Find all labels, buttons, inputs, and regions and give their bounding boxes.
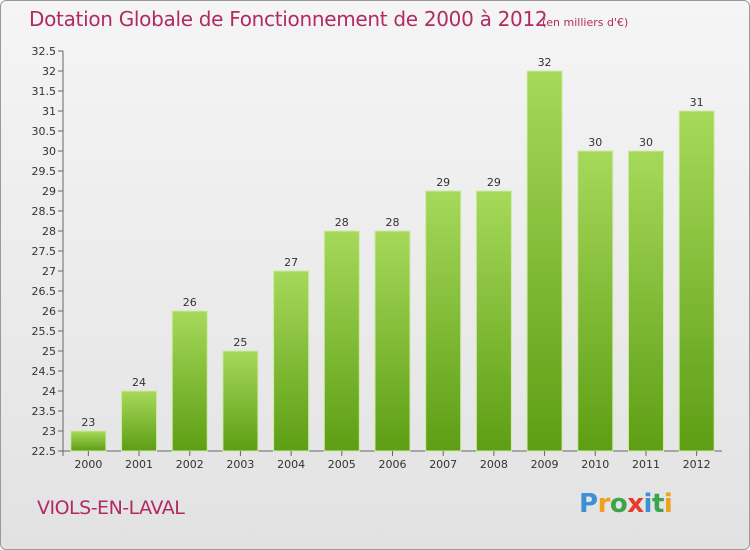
x-tick-label: 2001 — [125, 458, 153, 471]
y-tick-label: 29 — [42, 185, 56, 198]
data-label-2008: 29 — [487, 176, 501, 189]
chart-subtitle: (en milliers d'€) — [542, 16, 629, 29]
y-tick-label: 30 — [42, 145, 56, 158]
y-tick-label: 22.5 — [32, 445, 57, 458]
bar-2001 — [121, 390, 158, 452]
data-label-2006: 28 — [386, 216, 400, 229]
y-tick-label: 30.5 — [32, 125, 57, 138]
x-tick-label: 2012 — [683, 458, 711, 471]
logo-letter: i — [643, 489, 653, 519]
x-tick-label: 2004 — [277, 458, 305, 471]
y-tick-label: 32.5 — [32, 45, 57, 58]
bar-2007 — [425, 190, 462, 452]
y-tick-label: 26.5 — [32, 285, 57, 298]
y-tick-label: 28.5 — [32, 205, 57, 218]
data-label-2005: 28 — [335, 216, 349, 229]
x-tick-label: 2003 — [226, 458, 254, 471]
y-tick-label: 25 — [42, 345, 56, 358]
data-label-2002: 26 — [183, 296, 197, 309]
x-tick-label: 2008 — [480, 458, 508, 471]
bar-2010 — [577, 150, 614, 452]
bar-2000 — [70, 430, 107, 452]
data-label-2001: 24 — [132, 376, 146, 389]
bar-2006 — [374, 230, 411, 452]
y-tick-label: 25.5 — [32, 325, 57, 338]
logo-letter: x — [627, 489, 644, 519]
bar-2008 — [475, 190, 512, 452]
logo-letter: P — [579, 489, 598, 519]
data-label-2010: 30 — [588, 136, 602, 149]
bar-2005 — [323, 230, 360, 452]
bar-2012 — [678, 110, 715, 452]
data-label-2007: 29 — [436, 176, 450, 189]
data-label-2012: 31 — [690, 96, 704, 109]
data-label-2011: 30 — [639, 136, 653, 149]
y-tick-label: 23 — [42, 425, 56, 438]
chart-title: Dotation Globale de Fonctionnement de 20… — [29, 7, 548, 31]
data-label-2003: 25 — [233, 336, 247, 349]
data-label-2009: 32 — [538, 56, 552, 69]
y-tick-label: 27.5 — [32, 245, 57, 258]
bar-2003 — [222, 350, 259, 452]
logo-letter: i — [663, 489, 673, 519]
bar-2009 — [526, 70, 563, 452]
x-tick-label: 2009 — [531, 458, 559, 471]
bar-2002 — [171, 310, 208, 452]
y-tick-label: 31.5 — [32, 85, 57, 98]
commune-name: VIOLS-EN-LAVAL — [37, 497, 185, 519]
y-tick-label: 27 — [42, 265, 56, 278]
x-tick-label: 2010 — [581, 458, 609, 471]
y-tick-label: 24 — [42, 385, 56, 398]
x-tick-label: 2011 — [632, 458, 660, 471]
logo-letter: r — [597, 489, 611, 519]
y-tick-label: 24.5 — [32, 365, 57, 378]
y-tick-label: 23.5 — [32, 405, 57, 418]
data-label-2004: 27 — [284, 256, 298, 269]
bar-2011 — [627, 150, 664, 452]
logo-letter: o — [609, 489, 628, 519]
y-tick-label: 31 — [42, 105, 56, 118]
x-tick-label: 2000 — [74, 458, 102, 471]
x-tick-label: 2006 — [379, 458, 407, 471]
y-tick-label: 26 — [42, 305, 56, 318]
logo-letter: t — [651, 489, 664, 519]
y-tick-label: 29.5 — [32, 165, 57, 178]
bar-2004 — [273, 270, 310, 452]
y-tick-label: 32 — [42, 65, 56, 78]
data-label-2000: 23 — [81, 416, 95, 429]
x-tick-label: 2002 — [176, 458, 204, 471]
y-tick-label: 28 — [42, 225, 56, 238]
x-tick-label: 2007 — [429, 458, 457, 471]
proxiti-logo: Proxiti — [579, 489, 673, 519]
x-tick-label: 2005 — [328, 458, 356, 471]
